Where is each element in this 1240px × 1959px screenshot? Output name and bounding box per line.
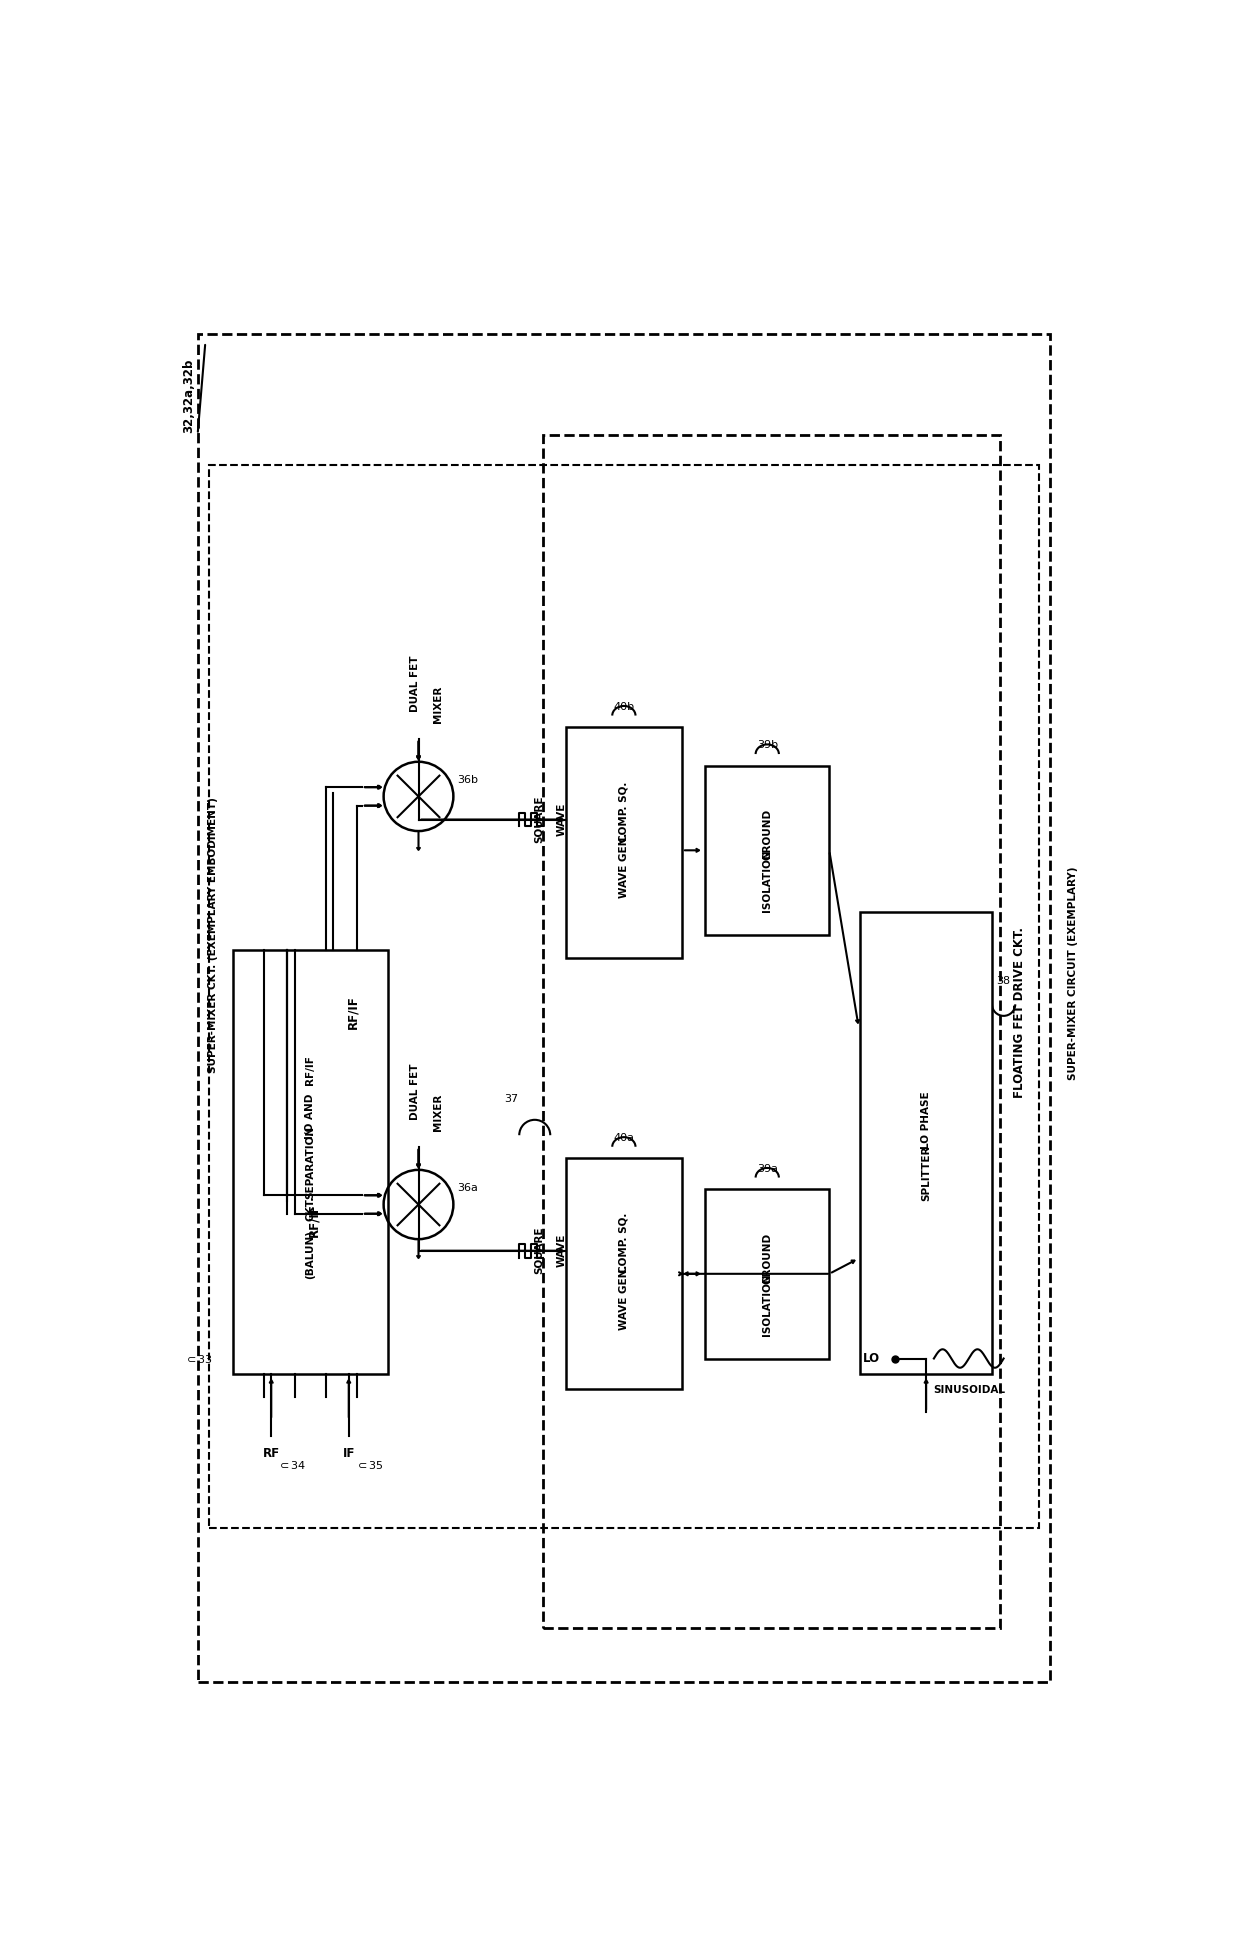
Text: GROUND: GROUND xyxy=(763,809,773,860)
Text: SUPER-MIXER CIRCUIT (EXEMPLARY): SUPER-MIXER CIRCUIT (EXEMPLARY) xyxy=(1069,866,1079,1079)
Text: 40b: 40b xyxy=(614,701,635,711)
Text: MIXER: MIXER xyxy=(433,1093,443,1132)
Text: SEPARATION: SEPARATION xyxy=(305,1126,315,1199)
Text: 38: 38 xyxy=(996,976,1011,985)
Bar xyxy=(706,766,830,934)
Text: RF/IF: RF/IF xyxy=(305,1054,315,1085)
Text: $\subset$33: $\subset$33 xyxy=(185,1352,213,1365)
Text: IF: IF xyxy=(342,1448,355,1459)
Bar xyxy=(706,1189,830,1358)
Text: LO PHASE: LO PHASE xyxy=(921,1091,931,1148)
Text: SUPER-MIXER CKT. (EXEMPLARY EMBODIMENT): SUPER-MIXER CKT. (EXEMPLARY EMBODIMENT) xyxy=(208,797,218,1074)
Text: ISOLATION: ISOLATION xyxy=(763,1273,773,1336)
Text: $\subset$35: $\subset$35 xyxy=(355,1459,383,1471)
Text: DUAL FET: DUAL FET xyxy=(409,1064,419,1121)
Text: GROUND: GROUND xyxy=(763,1232,773,1283)
Text: ISOLATION: ISOLATION xyxy=(763,850,773,913)
Bar xyxy=(233,950,387,1373)
Bar xyxy=(565,1158,682,1389)
Text: FLOATING FET DRIVE CKT.: FLOATING FET DRIVE CKT. xyxy=(1013,927,1025,1097)
Text: SQUARE: SQUARE xyxy=(533,1226,543,1275)
Text: 37: 37 xyxy=(505,1095,518,1105)
Text: 39a: 39a xyxy=(756,1164,777,1173)
Text: 32,32a,32b: 32,32a,32b xyxy=(182,358,195,433)
Bar xyxy=(197,335,1050,1683)
Text: CKT.: CKT. xyxy=(305,1195,315,1220)
Text: WAVE: WAVE xyxy=(557,803,567,836)
Text: $\subset$34: $\subset$34 xyxy=(278,1459,306,1471)
Bar xyxy=(861,911,992,1373)
Text: MIXER: MIXER xyxy=(433,686,443,723)
Text: SPLITTER: SPLITTER xyxy=(921,1146,931,1201)
Text: WAVE GEN.: WAVE GEN. xyxy=(619,833,629,899)
Text: I/O AND: I/O AND xyxy=(305,1093,315,1138)
Text: 36a: 36a xyxy=(458,1183,479,1193)
Bar xyxy=(543,435,999,1628)
Bar xyxy=(210,466,1039,1528)
Text: RF/IF: RF/IF xyxy=(308,1203,320,1236)
Text: RF: RF xyxy=(263,1448,280,1459)
Text: 36b: 36b xyxy=(458,776,479,786)
Text: 40a: 40a xyxy=(614,1132,635,1142)
Bar xyxy=(565,727,682,958)
Text: LO: LO xyxy=(863,1352,880,1365)
Text: RF/IF: RF/IF xyxy=(346,995,360,1028)
Text: (BALUN): (BALUN) xyxy=(305,1230,315,1279)
Text: 39b: 39b xyxy=(756,741,777,750)
Text: WAVE GEN.: WAVE GEN. xyxy=(619,1264,629,1330)
Text: COMP. SQ.: COMP. SQ. xyxy=(619,1213,629,1273)
Text: SQUARE: SQUARE xyxy=(533,795,543,842)
Text: DUAL FET: DUAL FET xyxy=(409,654,419,711)
Text: COMP. SQ.: COMP. SQ. xyxy=(619,782,629,842)
Text: WAVE: WAVE xyxy=(557,1234,567,1267)
Text: SINUSOIDAL: SINUSOIDAL xyxy=(932,1385,1004,1395)
